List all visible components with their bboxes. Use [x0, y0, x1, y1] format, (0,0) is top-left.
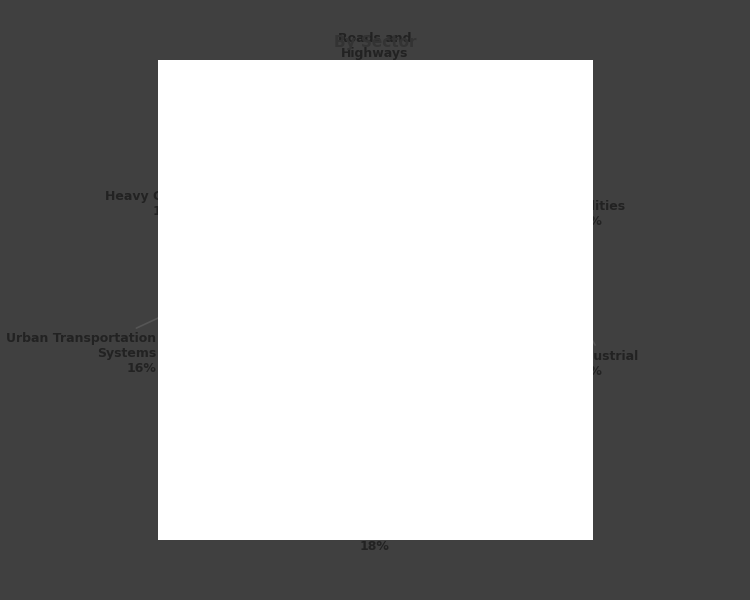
Wedge shape — [234, 133, 375, 254]
Wedge shape — [208, 211, 303, 389]
Text: Roads and
Highways
17%: Roads and Highways 17% — [338, 32, 412, 124]
Wedge shape — [386, 337, 526, 466]
Text: Heavy Civil
15%: Heavy Civil 15% — [104, 140, 445, 218]
Text: Urban Transportation
Systems
16%: Urban Transportation Systems 16% — [6, 167, 485, 375]
Text: Utilities
16%: Utilities 16% — [552, 200, 626, 304]
Wedge shape — [234, 346, 396, 467]
Text: Industrial
18%: Industrial 18% — [546, 257, 640, 378]
Wedge shape — [450, 220, 542, 371]
Text: Nuclear
18%: Nuclear 18% — [348, 207, 521, 553]
Wedge shape — [375, 133, 521, 259]
Text: By Sector: By Sector — [334, 34, 416, 49]
